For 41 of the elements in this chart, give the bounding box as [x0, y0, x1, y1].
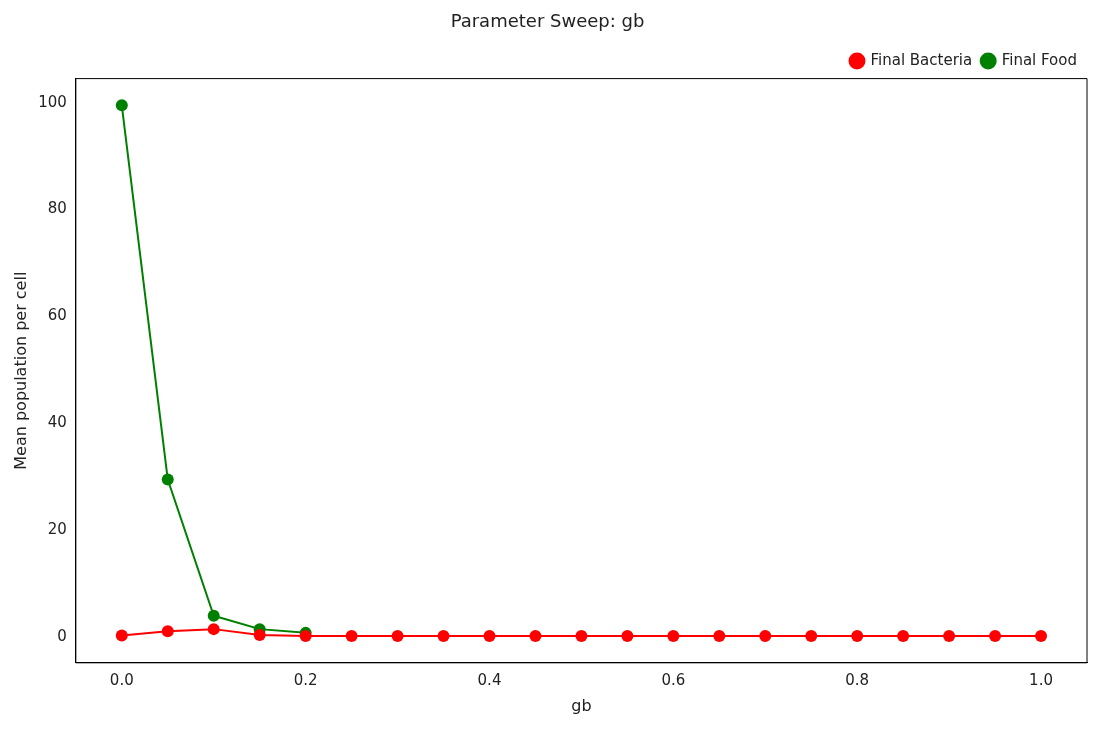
point — [207, 623, 220, 636]
x-tick-label: 0.2 — [293, 670, 318, 689]
point — [115, 99, 128, 112]
point — [345, 630, 358, 643]
point — [437, 630, 450, 643]
y-tick-label: 0 — [57, 627, 67, 646]
point — [575, 630, 588, 643]
x-tick-label: 0.0 — [109, 670, 134, 689]
x-tick-label: 0.6 — [661, 670, 686, 689]
point — [943, 630, 956, 643]
chart-title: Parameter Sweep: gb — [450, 10, 645, 32]
point — [299, 630, 312, 643]
point — [989, 630, 1002, 643]
y-tick-label: 60 — [47, 306, 67, 325]
point — [115, 629, 128, 642]
y-axis-title: Mean population per cell — [10, 271, 30, 470]
y-tick-label: 80 — [47, 199, 67, 218]
point — [161, 625, 174, 638]
y-tick-label: 100 — [38, 92, 67, 111]
point — [391, 630, 404, 643]
point — [161, 473, 174, 486]
legend-label: Final Food — [1001, 50, 1077, 69]
x-axis-title: gb — [571, 695, 592, 715]
point — [529, 630, 542, 643]
point — [759, 630, 772, 643]
point — [1035, 630, 1048, 643]
point — [207, 609, 220, 622]
point — [851, 630, 864, 643]
y-tick-label: 20 — [47, 520, 67, 539]
x-tick-label: 0.4 — [477, 670, 502, 689]
x-tick-label: 1.0 — [1029, 670, 1053, 689]
point — [713, 630, 726, 643]
point — [667, 630, 680, 643]
point — [897, 630, 910, 643]
point — [483, 630, 496, 643]
x-tick-label: 0.8 — [845, 670, 870, 689]
legend-label: Final Bacteria — [870, 50, 973, 69]
point — [621, 630, 634, 643]
y-tick-label: 40 — [47, 413, 67, 432]
point — [253, 629, 266, 642]
point — [805, 630, 818, 643]
